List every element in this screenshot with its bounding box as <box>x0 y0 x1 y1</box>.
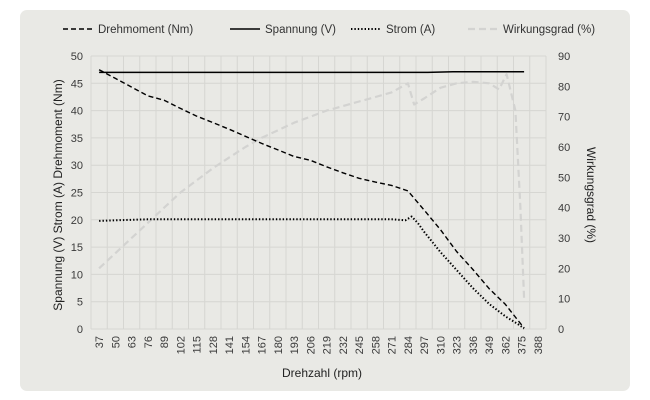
x-tick-label: 128 <box>208 336 220 354</box>
x-tick-label: 206 <box>305 336 317 354</box>
x-tick-label: 297 <box>419 336 431 354</box>
series-line-3 <box>98 73 526 299</box>
series-layer <box>98 69 526 330</box>
left-tick-label: 20 <box>71 215 83 227</box>
right-tick-label: 70 <box>558 112 570 124</box>
x-tick-label: 232 <box>338 336 350 354</box>
left-axis-ticks: 0 5 10 15 20 25 30 35 40 45 50 <box>71 51 83 336</box>
legend-label-1: Spannung (V) <box>265 24 336 36</box>
chart-svg: 0 5 10 15 20 25 30 35 40 45 50 0 10 20 30 40 50 60 70 80 90… <box>51 24 598 380</box>
x-tick-label: 193 <box>289 336 301 354</box>
x-tick-label: 284 <box>403 336 415 354</box>
x-tick-label: 245 <box>354 336 366 354</box>
right-tick-label: 30 <box>558 233 570 245</box>
grid-horizontal-lines <box>91 55 546 330</box>
left-tick-label: 45 <box>71 78 83 90</box>
x-tick-label: 63 <box>127 336 139 348</box>
x-tick-label: 154 <box>240 336 252 354</box>
right-tick-label: 50 <box>558 172 570 184</box>
left-tick-label: 40 <box>71 106 83 118</box>
series-line-1 <box>99 71 525 74</box>
x-tick-label: 180 <box>273 336 285 354</box>
x-axis-title: Drehzahl (rpm) <box>282 366 362 380</box>
x-tick-label: 76 <box>143 336 155 348</box>
x-tick-label: 375 <box>517 336 529 354</box>
right-tick-label: 20 <box>558 263 570 275</box>
right-tick-label: 80 <box>558 81 570 93</box>
x-tick-label: 167 <box>257 336 269 354</box>
x-tick-label: 336 <box>468 336 480 354</box>
left-tick-label: 10 <box>71 269 83 281</box>
x-tick-label: 89 <box>159 336 171 348</box>
x-tick-label: 388 <box>533 336 545 354</box>
x-tick-label: 362 <box>500 336 512 354</box>
x-tick-label: 323 <box>452 336 464 354</box>
right-axis-title: Wirkungsgrad (%) <box>584 147 598 243</box>
chart-card: 0 5 10 15 20 25 30 35 40 45 50 0 10 20 30 40 50 60 70 80 90… <box>20 10 630 391</box>
x-tick-label: 115 <box>192 336 204 354</box>
x-tick-label: 141 <box>224 336 236 354</box>
left-tick-label: 30 <box>71 160 83 172</box>
x-tick-label: 310 <box>435 336 447 354</box>
right-axis-ticks: 0 10 20 30 40 50 60 70 80 90 <box>558 51 570 336</box>
right-tick-label: 10 <box>558 294 570 306</box>
left-tick-label: 35 <box>71 133 83 145</box>
series-line-0 <box>98 69 525 329</box>
left-tick-label: 0 <box>77 324 83 336</box>
left-axis-title: Spannung (V) Strom (A) Drehmoment (Nm) <box>51 79 65 310</box>
x-axis-ticks: 37 50 63 76 89 102 115 128 141 154 167 180 193 206 219… <box>94 336 545 354</box>
x-tick-label: 349 <box>484 336 496 354</box>
left-tick-label: 50 <box>71 51 83 63</box>
legend-label-0: Drehmoment (Nm) <box>98 24 193 36</box>
x-tick-label: 102 <box>175 336 187 354</box>
right-tick-label: 40 <box>558 203 570 215</box>
left-tick-label: 5 <box>77 297 83 309</box>
legend: Drehmoment (Nm) Spannung (V) Strom (A) Wirk… <box>63 24 595 36</box>
x-tick-label: 37 <box>94 336 106 348</box>
right-tick-label: 60 <box>558 142 570 154</box>
x-tick-label: 258 <box>370 336 382 354</box>
legend-label-2: Strom (A) <box>386 24 435 36</box>
x-tick-label: 219 <box>322 336 334 354</box>
right-tick-label: 0 <box>558 324 564 336</box>
left-tick-label: 25 <box>71 188 83 200</box>
left-tick-label: 15 <box>71 242 83 254</box>
legend-label-3: Wirkungsgrad (%) <box>503 24 595 36</box>
right-tick-label: 90 <box>558 51 570 63</box>
x-tick-label: 50 <box>110 336 122 348</box>
x-tick-label: 271 <box>387 336 399 354</box>
series-line-2 <box>99 215 525 330</box>
